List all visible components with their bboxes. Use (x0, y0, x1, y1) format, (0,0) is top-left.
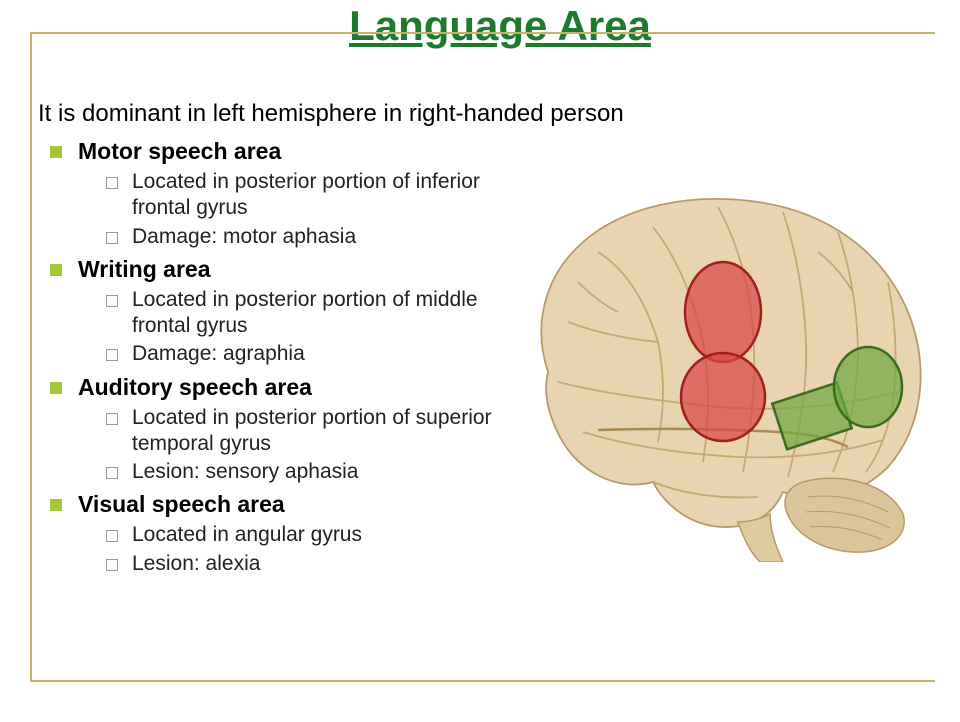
cerebellum-shape (785, 478, 904, 552)
marker-writing-area (685, 262, 761, 362)
point: Located in posterior portion of inferior… (106, 169, 486, 222)
point: Located in posterior portion of middle f… (106, 287, 516, 340)
section-heading: Motor speech area (78, 138, 940, 165)
subtitle-text: It is dominant in left hemisphere in rig… (30, 100, 940, 128)
marker-visual-speech-area (834, 347, 902, 427)
point: Located in posterior portion of superior… (106, 405, 526, 458)
brain-diagram (488, 182, 938, 562)
marker-motor-speech-area (681, 353, 765, 441)
brainstem-shape (738, 514, 783, 562)
